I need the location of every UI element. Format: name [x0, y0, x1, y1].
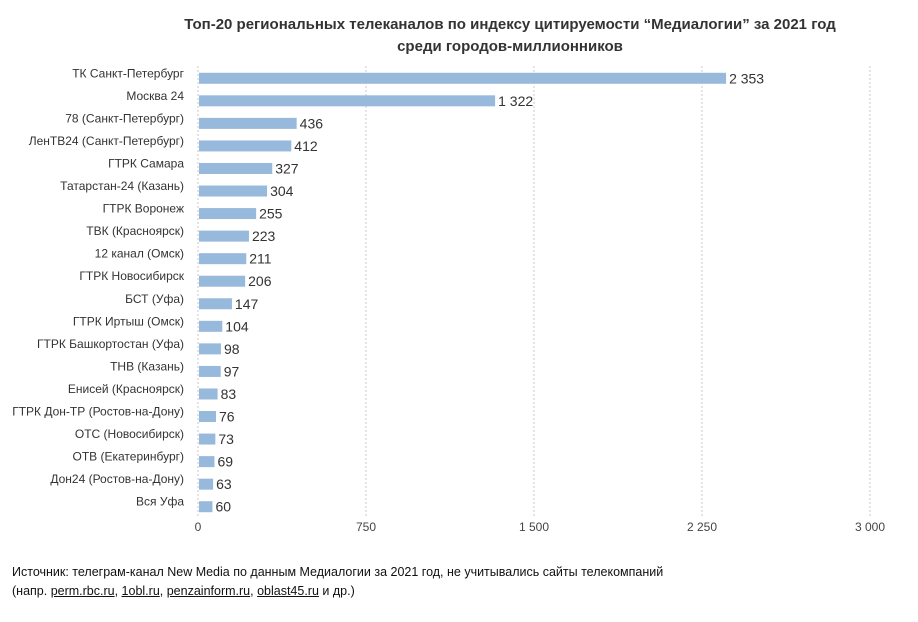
source-link[interactable]: perm.rbc.ru — [50, 584, 115, 598]
bar — [199, 343, 221, 355]
category-label: ТВК (Красноярск) — [86, 224, 184, 238]
chart-title-line-1: Топ-20 региональных телеканалов по индек… — [184, 16, 836, 33]
value-label: 83 — [221, 386, 237, 402]
source-separator: , — [250, 584, 258, 598]
source-link[interactable]: penzainform.ru — [166, 584, 251, 598]
bar — [199, 456, 215, 468]
source-suffix: и др.) — [318, 584, 355, 598]
value-label: 412 — [294, 138, 318, 154]
category-label: ГТРК Башкортостан (Уфа) — [37, 337, 184, 351]
chart-title: Топ-20 региональных телеканалов по индек… — [150, 14, 870, 58]
value-label: 97 — [224, 363, 240, 379]
category-label: ГТРК Иртыш (Омск) — [73, 314, 184, 328]
source-prefix: (напр. — [12, 584, 51, 598]
category-label: Москва 24 — [126, 89, 184, 103]
category-label: 78 (Санкт-Петербург) — [65, 111, 184, 125]
source-separator: , — [159, 584, 167, 598]
category-label: БСТ (Уфа) — [125, 292, 184, 306]
source-separator: , — [114, 584, 122, 598]
category-label: ГТРК Воронеж — [103, 202, 184, 216]
x-tick-label: 3 000 — [855, 520, 885, 534]
bar — [199, 411, 217, 423]
x-tick-label: 750 — [356, 520, 376, 534]
category-label: ТК Санкт-Петербург — [72, 66, 184, 80]
bar — [199, 320, 223, 332]
value-label: 327 — [275, 160, 299, 176]
category-label: ГТРК Дон-ТР (Ростов-на-Дону) — [12, 405, 184, 419]
bar — [199, 365, 221, 377]
value-label: 211 — [249, 251, 272, 267]
category-label: ОТВ (Екатеринбург) — [73, 450, 185, 464]
value-label: 223 — [252, 228, 276, 244]
bar — [199, 72, 727, 84]
bar — [199, 478, 214, 490]
x-tick-label: 1 500 — [519, 520, 549, 534]
category-label: Енисей (Красноярск) — [68, 382, 184, 396]
value-label: 98 — [224, 341, 240, 357]
category-label: Вся Уфа — [136, 495, 184, 509]
bar — [199, 501, 213, 513]
category-label: ЛенТВ24 (Санкт-Петербург) — [29, 134, 184, 148]
chart-title-line-2: среди городов-миллионников — [397, 38, 623, 55]
x-tick-label: 0 — [195, 520, 202, 534]
value-label: 147 — [235, 296, 259, 312]
bar — [199, 298, 232, 310]
bar — [199, 95, 496, 107]
bar — [199, 162, 273, 174]
value-label: 104 — [225, 318, 249, 334]
bar — [199, 253, 247, 265]
bar — [199, 117, 297, 129]
category-label: ГТРК Новосибирск — [79, 269, 184, 283]
x-tick-label: 2 250 — [687, 520, 717, 534]
bar — [199, 208, 257, 220]
value-label: 2 353 — [729, 70, 764, 86]
source-note: Источник: телеграм-канал New Media по да… — [12, 563, 663, 601]
bar — [199, 275, 246, 287]
value-label: 76 — [219, 409, 235, 425]
bar — [199, 230, 249, 242]
category-label: ТНВ (Казань) — [110, 359, 184, 373]
category-label: ГТРК Самара — [108, 156, 184, 170]
value-label: 63 — [216, 476, 232, 492]
value-label: 206 — [248, 273, 272, 289]
bar — [199, 433, 216, 445]
source-link[interactable]: 1obl.ru — [121, 584, 160, 598]
category-label: ОТС (Новосибирск) — [75, 427, 184, 441]
value-label: 69 — [217, 454, 233, 470]
value-label: 73 — [218, 431, 234, 447]
value-label: 60 — [215, 499, 231, 515]
value-label: 1 322 — [498, 93, 533, 109]
source-line-2: (напр. perm.rbc.ru, 1obl.ru, penzainform… — [12, 582, 663, 601]
source-line-1: Источник: телеграм-канал New Media по да… — [12, 565, 664, 579]
value-label: 255 — [259, 206, 283, 222]
category-label: Татарстан-24 (Казань) — [60, 179, 184, 193]
value-label: 304 — [270, 183, 294, 199]
bar — [199, 140, 292, 152]
bar — [199, 388, 218, 400]
category-label: 12 канал (Омск) — [95, 247, 184, 261]
source-link[interactable]: oblast45.ru — [257, 584, 319, 598]
bar-chart: 0 750 1 500 2 250 3 000 ТК Санкт-Петербург 2 3… — [12, 66, 885, 534]
category-label: Дон24 (Ростов-на-Дону) — [50, 472, 184, 486]
value-label: 436 — [300, 115, 324, 131]
bar — [199, 185, 268, 197]
